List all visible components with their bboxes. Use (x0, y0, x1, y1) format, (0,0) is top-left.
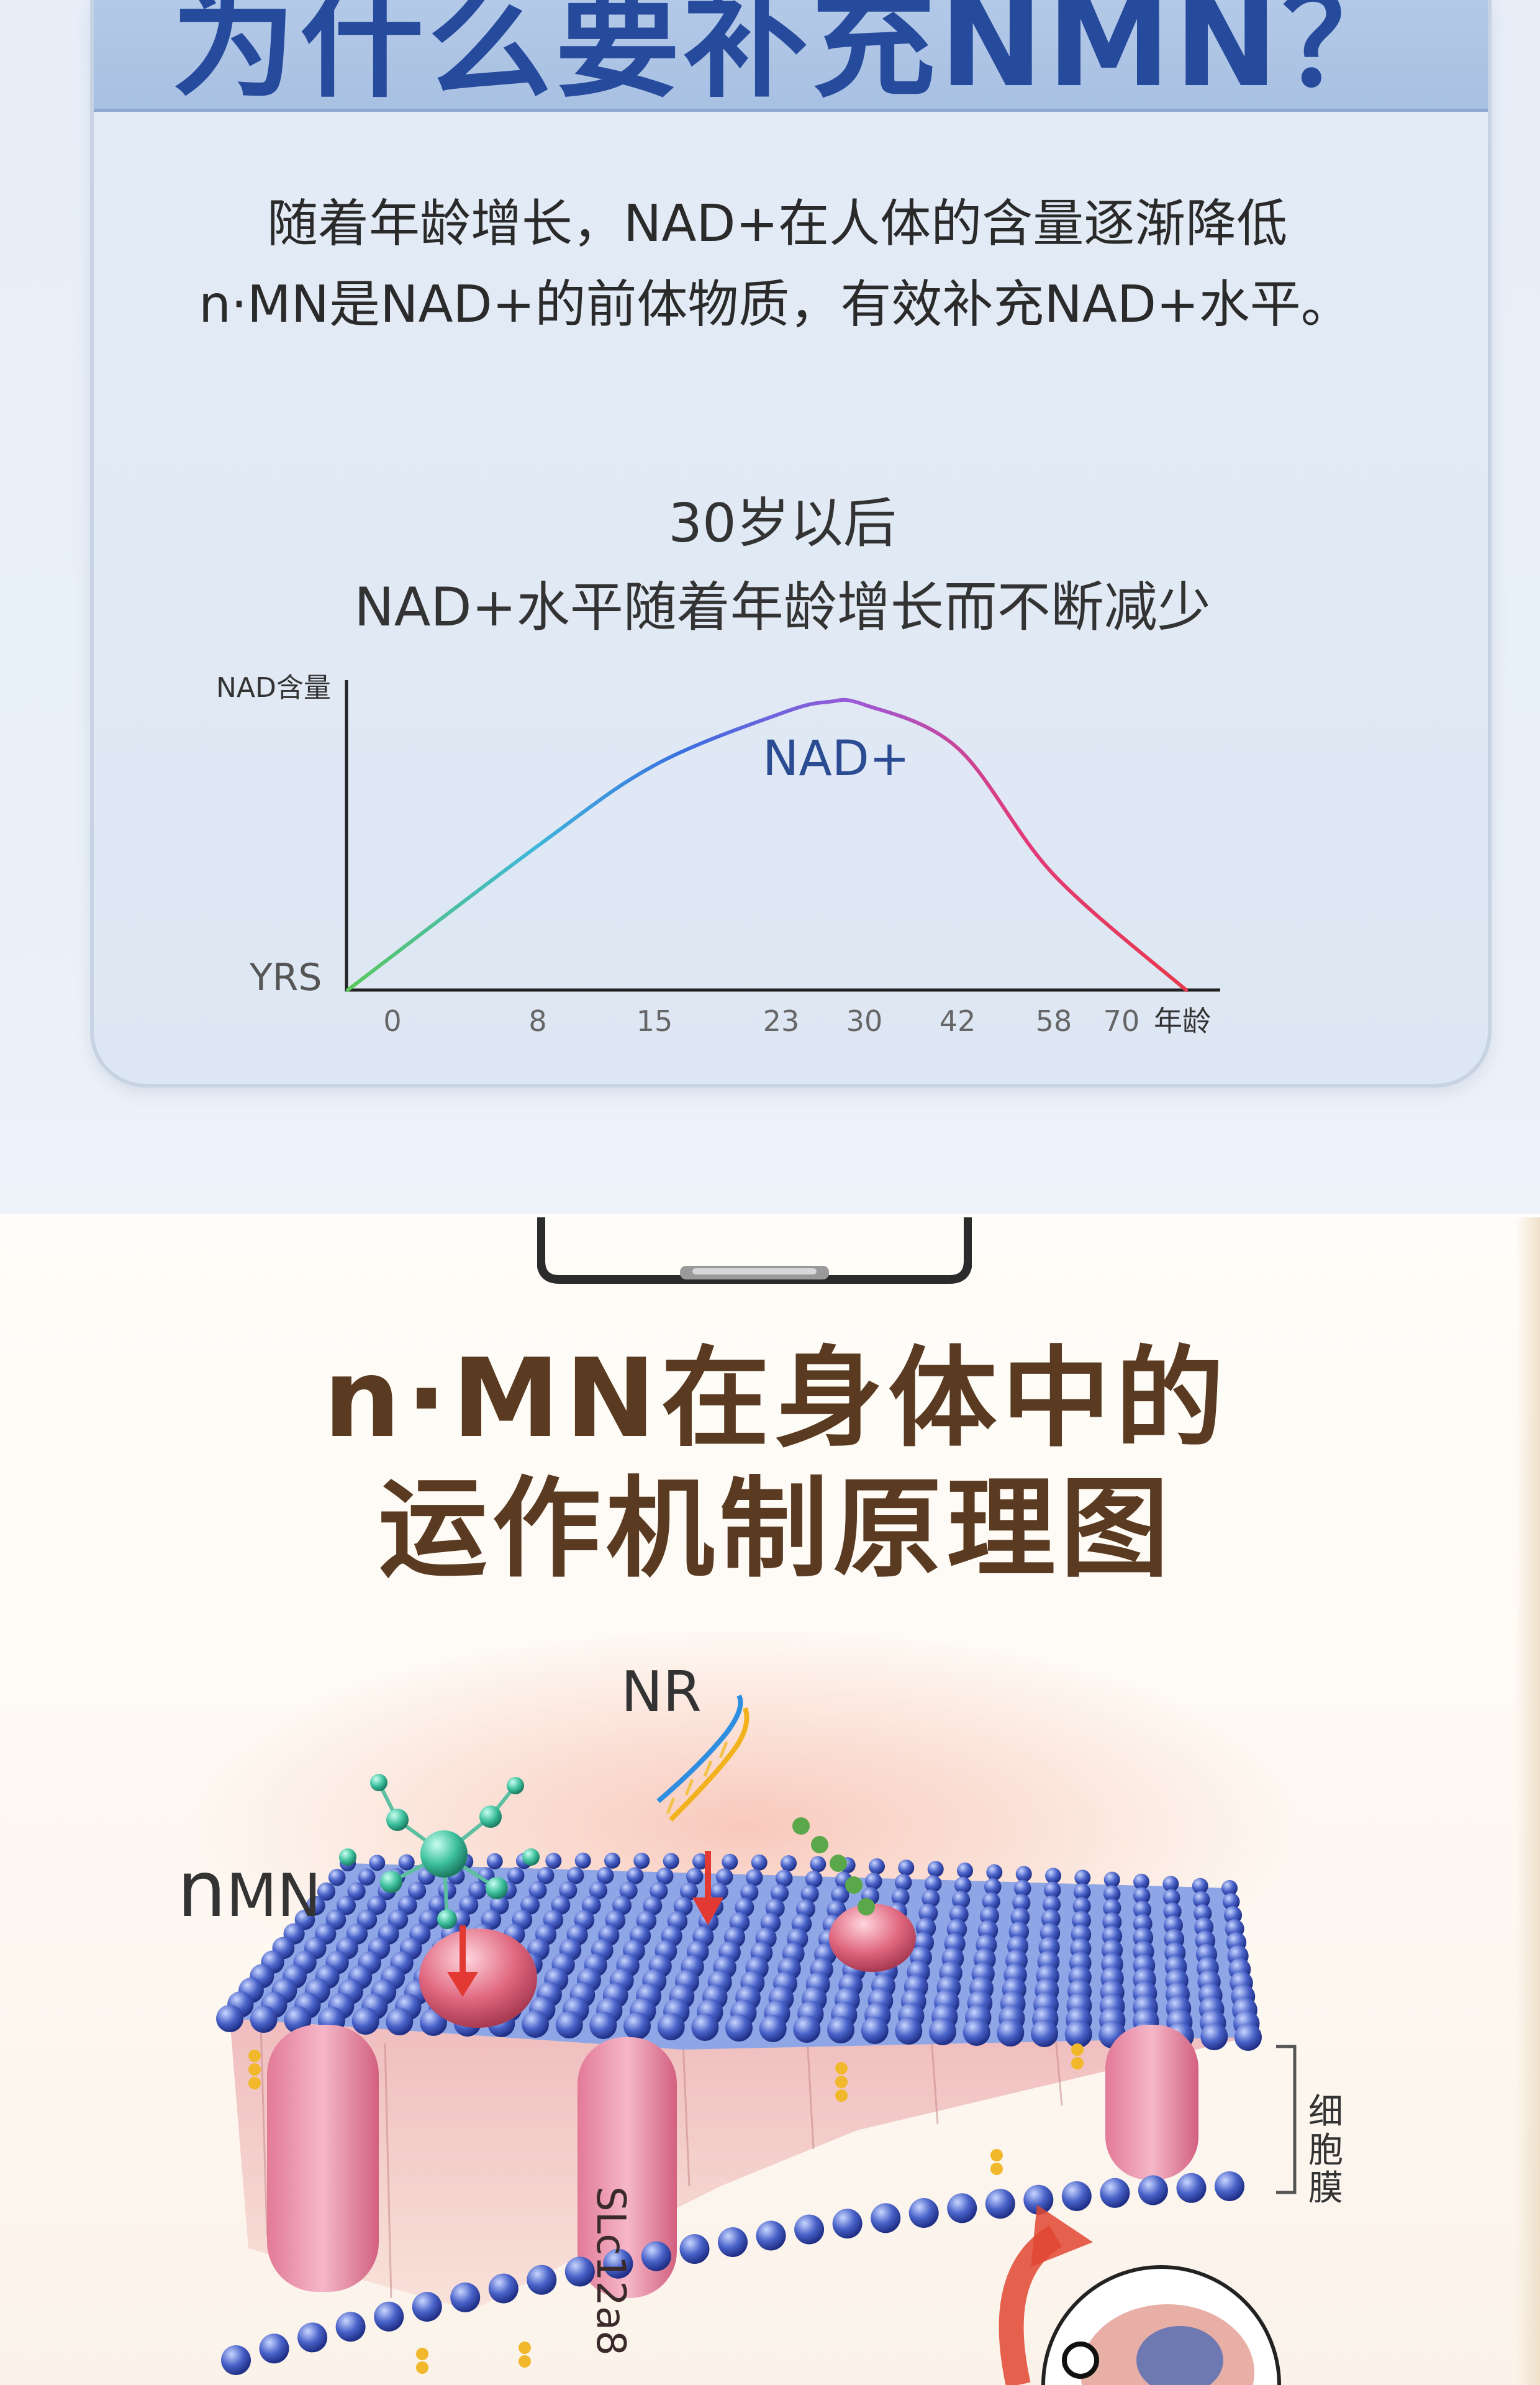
mechanism-title-line-1: n·MN在身体中的 (323, 1336, 1230, 1462)
series-line-nad (346, 697, 1188, 992)
transporter-label: SLc12a8 (587, 2186, 633, 2356)
x-tick-label: 8 (528, 1004, 546, 1038)
chart-heading-1: 30岁以后 (668, 493, 897, 555)
cell-membrane-illustration (186, 1627, 1304, 2385)
clipboard-clip-icon (537, 1217, 972, 1284)
nad-level-chart: NAD含量 YRS 年龄 0 8 15 23 30 42 58 70 NAD+ (216, 672, 1220, 1038)
intro-line-1: 随着年龄增长，NAD+在人体的含量逐渐降低 (267, 194, 1288, 253)
nr-label: NR (621, 1660, 702, 1725)
series-label-nad: NAD+ (763, 731, 910, 787)
nad-info-section: 为什么要补充NMN？ 随着年龄增长，NAD+在人体的含量逐渐降低 n·MN是NA… (0, 0, 1540, 1214)
y-origin-label: YRS (249, 956, 322, 999)
card-header: 为什么要补充NMN？ (94, 0, 1488, 112)
x-tick-label: 15 (636, 1004, 673, 1038)
section-title: 为什么要补充NMN？ (171, 0, 1410, 112)
x-tick-label: 23 (763, 1004, 800, 1038)
intro-line-2: n·MN是NAD+的前体物质，有效补充NAD+水平。 (199, 275, 1352, 334)
y-axis-label: NAD含量 (216, 672, 331, 704)
x-tick-label: 42 (940, 1004, 976, 1038)
x-tick-label: 0 (383, 1004, 401, 1038)
right-edge-shade (1515, 1217, 1540, 2385)
x-tick-label: 30 (846, 1004, 883, 1038)
cell-membrane-label: 细胞膜 (1308, 2092, 1343, 2209)
mechanism-section: n·MN在身体中的 运作机制原理图 (0, 1217, 1540, 2385)
nmn-label-rest: MN (226, 1862, 322, 1930)
mechanism-title-line-2: 运作机制原理图 (378, 1466, 1174, 1592)
nmn-label: nMN (177, 1851, 321, 1928)
x-tick-label: 70 (1103, 1004, 1140, 1038)
x-tick-label: 58 (1036, 1004, 1072, 1038)
info-card: 为什么要补充NMN？ (90, 0, 1492, 1088)
nmn-label-n: n (177, 1845, 227, 1935)
chart-heading-2: NAD+水平随着年龄增长而不断减少 (354, 576, 1211, 638)
x-axis-label: 年龄 (1154, 1004, 1211, 1038)
